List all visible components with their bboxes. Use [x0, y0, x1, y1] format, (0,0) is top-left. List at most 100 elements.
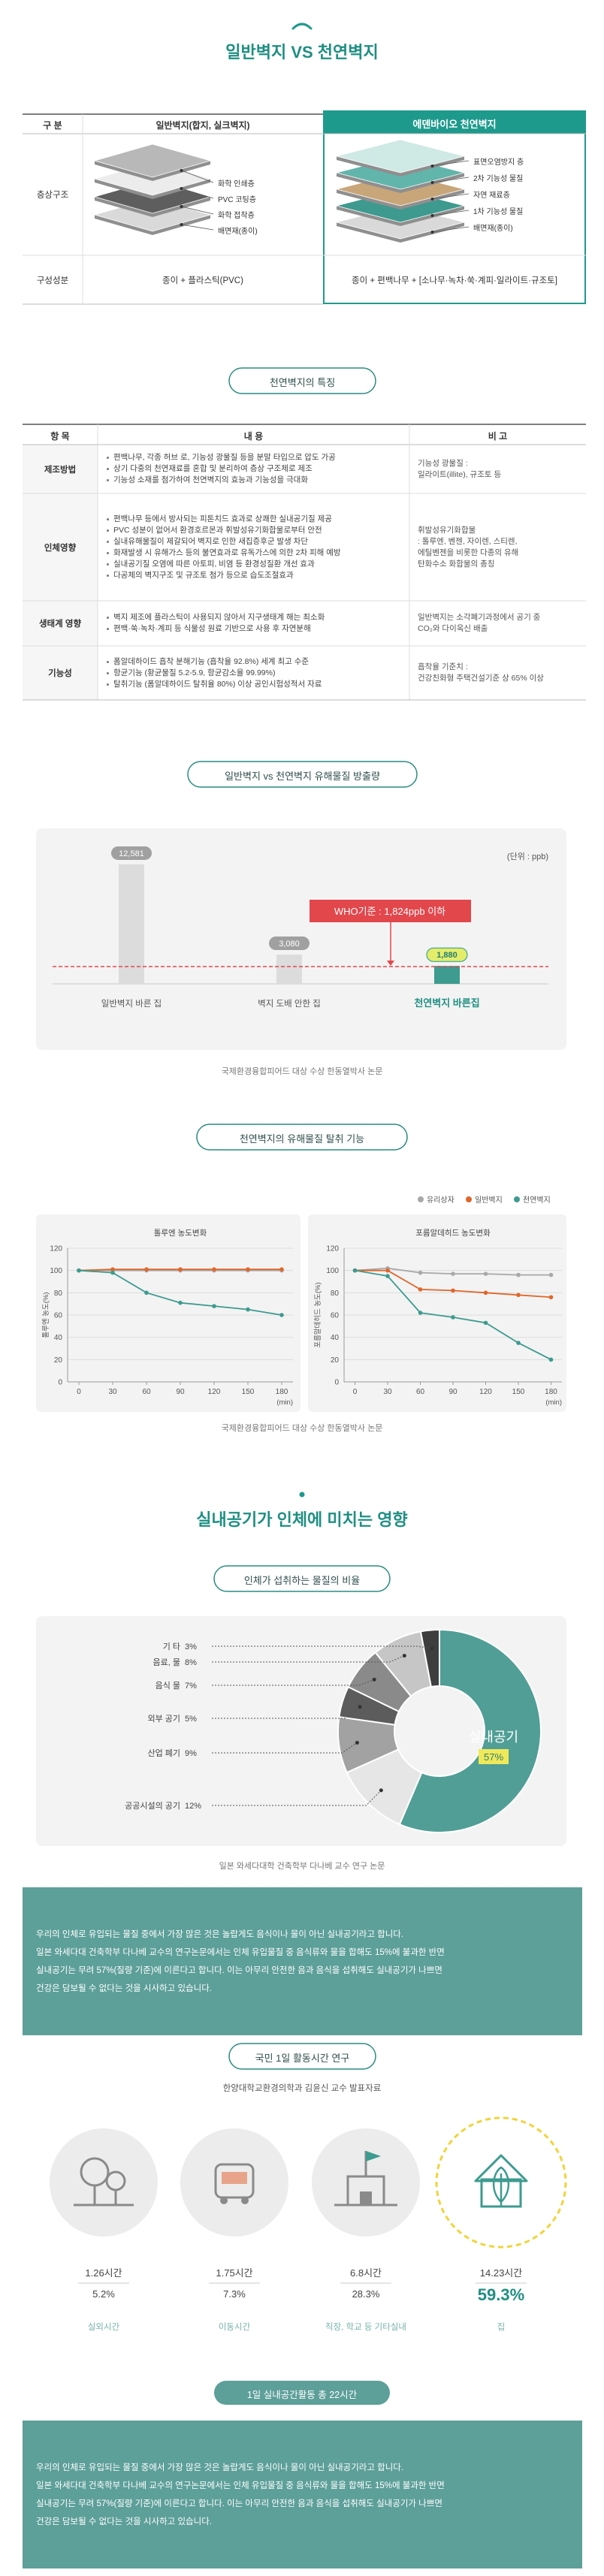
row-label: 층상구조: [36, 191, 69, 200]
layer-label: 화학 인쇄층: [218, 180, 255, 189]
text-line: 건강은 담보될 수 없다는 것을 시사하고 있습니다.: [36, 1983, 212, 1993]
y-tick-label: 40: [331, 1334, 340, 1342]
x-tick-label: 180: [545, 1388, 557, 1396]
pie-main-value: 57%: [484, 1751, 503, 1763]
value-label-bg: [111, 846, 152, 860]
bar: [276, 955, 302, 984]
text-line: 우리의 인체로 유입되는 물질 중에서 가장 많은 것은 놀랍게도 음식이나 물…: [36, 1929, 404, 1939]
y-axis-label: 포름알데히드 농도(%): [314, 1282, 322, 1347]
series-marker: [144, 1290, 149, 1296]
icon: [222, 2172, 247, 2184]
layer-side: [337, 173, 464, 193]
pie-leader-dot: [430, 1646, 434, 1651]
table-header: 일반벽지(합지, 실크벽지): [156, 120, 250, 131]
note-line: 흡착율 기준치 :: [418, 662, 468, 671]
subtitle: 한양대학교환경의학과 김윤신 교수 발표자료: [222, 2084, 382, 2093]
layer-label: 배면재(종이): [218, 228, 258, 236]
legend-label: 천연벽지: [523, 1196, 551, 1205]
layer-leader: [432, 210, 470, 216]
section-pill: [228, 2043, 376, 2070]
legend-dot: [418, 1196, 424, 1202]
y-axis-label: 톨루엔 농도(%): [42, 1292, 50, 1338]
table-header: 내 용: [243, 431, 264, 442]
note-line: 건강친화형 주택건설기준 상 65% 이상: [418, 674, 544, 683]
source: 국제환경융합피어드 대상 수상 한동열박사 논문: [221, 1067, 383, 1076]
y-tick-label: 120: [326, 1245, 339, 1253]
pie-value-label: 7%: [185, 1682, 197, 1691]
text-line: 일본 와세다대 건축학부 다나베 교수의 연구논문에서는 인체 유입물질 중 음…: [36, 1947, 445, 1957]
value-label: 3,080: [279, 940, 300, 949]
bullet-item: 벽지 제조에 플라스틱이 사용되지 않아서 지구생태계 해는 최소화: [105, 612, 406, 623]
layer-leader-dot: [430, 181, 434, 184]
row-label: 기능성: [48, 669, 72, 678]
layer-side: [337, 156, 464, 176]
series-marker: [77, 1268, 81, 1273]
pie-main-label: 실내공기: [469, 1730, 518, 1745]
category-label: 벽지 도배 안한 집: [258, 999, 321, 1009]
layer-side: [337, 222, 464, 243]
pie-label: 외부 공기: [147, 1714, 180, 1724]
row-items: 폼알데하이드 흡착 분해기능 (흡착율 92.8%) 세계 최고 수준 항균기능 …: [105, 646, 406, 700]
pie-value-label: 5%: [185, 1715, 197, 1724]
text-line: 건강은 담보될 수 없다는 것을 시사하고 있습니다.: [36, 2517, 212, 2526]
row-label: 구성성분: [36, 276, 69, 285]
pie-slice: [419, 1628, 440, 1688]
layer-leader: [181, 224, 214, 231]
x-tick-label: 60: [416, 1388, 425, 1396]
bullet-item: 화재발생 시 유해가스 등의 불연효과로 유독가스에 의한 2차 피해 예방: [105, 547, 406, 559]
x-tick-label: 0: [353, 1388, 358, 1396]
row-note: 흡착율 기준치 : 건강친화형 주택건설기준 상 65% 이상: [418, 646, 583, 700]
layer-side: [95, 197, 210, 217]
pie-leader-dot: [372, 1677, 376, 1682]
table-header: 구 분: [43, 120, 62, 131]
x-tick-label: 180: [276, 1388, 288, 1396]
note-line: 휘발성유기화합물: [418, 525, 476, 535]
activity-label: 집: [497, 2323, 506, 2332]
composition: 종이 + 편백나무 + [소나무·녹차·쑥·계피·일라이트·규조토]: [352, 276, 557, 285]
section-pill-text: 천연벽지의 특징: [269, 377, 336, 388]
series-marker: [178, 1267, 183, 1271]
x-tick-label: 150: [512, 1388, 525, 1396]
text-line: 우리의 인체로 유입되는 물질 중에서 가장 많은 것은 놀랍게도 음식이나 물…: [36, 2463, 404, 2472]
icon: [214, 2163, 255, 2199]
note-line: CO₂와 다이옥신 배출: [418, 624, 488, 633]
category-label: 일반벽지 바른 집: [101, 998, 162, 1009]
series-marker: [385, 1274, 390, 1278]
activity-label: 이동시간: [218, 2323, 251, 2332]
bar: [434, 966, 460, 984]
composition: 종이 + 플라스틱(PVC): [162, 276, 243, 285]
layer-label: 자연 재료층: [473, 192, 510, 200]
x-tick-label: 120: [479, 1388, 492, 1396]
series-marker: [418, 1270, 423, 1275]
x-tick-label: 0: [77, 1388, 81, 1396]
layer-leader: [432, 226, 470, 233]
x-tick-label: 150: [242, 1388, 255, 1396]
value-label-bg: [426, 947, 468, 962]
pie-value-label: 9%: [185, 1749, 197, 1758]
layer-side: [95, 161, 210, 181]
layer-leader-dot: [180, 205, 183, 208]
layer-label: PVC 코팅층: [218, 196, 256, 204]
y-tick-label: 60: [331, 1312, 340, 1320]
layer-label: 배면재(종이): [473, 225, 513, 233]
pie-label: 기 타: [163, 1642, 180, 1651]
text-box: [23, 2421, 582, 2568]
value-label: 12,581: [119, 849, 144, 858]
x-tick-label: 120: [208, 1388, 221, 1396]
row-label: 인체영향: [44, 543, 77, 553]
section-pill: [213, 1565, 391, 1592]
legend-dot: [466, 1196, 472, 1202]
pie-label: 공공시설의 공기: [125, 1801, 180, 1811]
section-pill: [187, 761, 418, 788]
y-tick-label: 80: [54, 1290, 63, 1298]
pie-value-label: 12%: [185, 1802, 201, 1811]
series-marker: [516, 1272, 521, 1277]
activity-hours: 1.75시간: [216, 2267, 253, 2279]
section-pill-text: 인체가 섭취하는 물질의 비율: [243, 1575, 361, 1586]
activity-percent: 28.3%: [352, 2288, 380, 2300]
total-banner-text: 1일 실내공간활동 총 22시간: [246, 2390, 358, 2400]
series-marker: [483, 1320, 488, 1326]
layer-leader: [432, 160, 470, 167]
layer-leader-dot: [180, 187, 183, 190]
section-pill-text: 국민 1일 활동시간 연구: [255, 2053, 350, 2064]
